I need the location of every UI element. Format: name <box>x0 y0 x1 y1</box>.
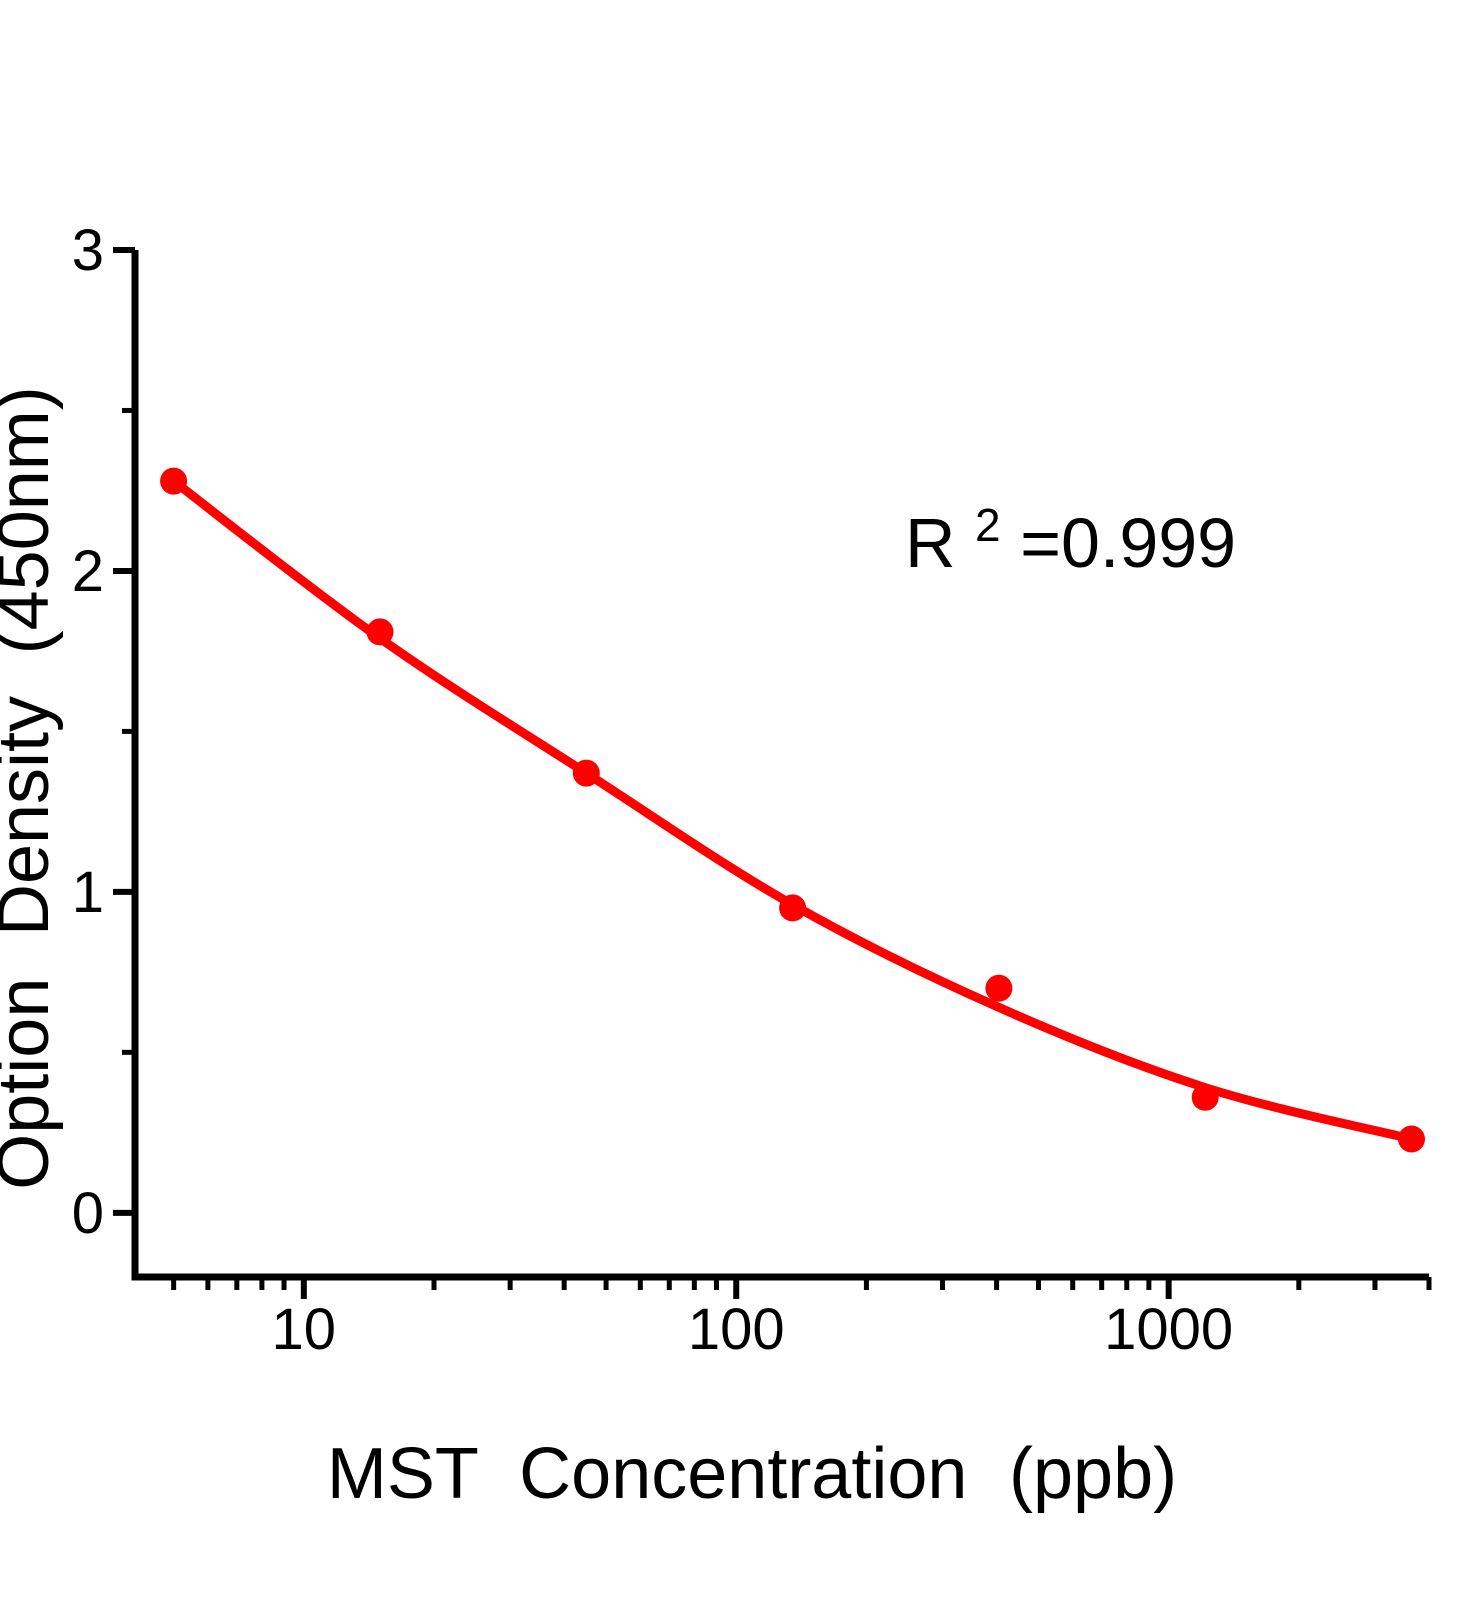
r-squared-base: R <box>905 504 956 582</box>
data-point <box>779 894 807 922</box>
data-point <box>1191 1083 1219 1111</box>
x-tick-label: 10 <box>272 1297 337 1362</box>
x-tick-label: 100 <box>688 1297 785 1362</box>
data-point <box>160 467 188 495</box>
y-tick-label: 1 <box>72 860 104 925</box>
data-point <box>1398 1125 1425 1153</box>
x-axis-title: MST Concentration (ppb) <box>327 1434 1177 1514</box>
data-point <box>572 759 600 787</box>
y-tick-label: 2 <box>72 539 104 604</box>
r-squared-value: =0.999 <box>1020 504 1236 582</box>
data-point <box>366 618 394 646</box>
r-squared-annotation: R 2 =0.999 <box>905 478 1236 582</box>
y-axis-title: Option Density (450nm) <box>0 386 64 1190</box>
x-tick-label: 1000 <box>1104 1297 1233 1362</box>
y-tick-label: 0 <box>72 1181 104 1246</box>
data-point <box>985 974 1013 1002</box>
r-squared-superscript: 2 <box>975 499 1001 551</box>
y-tick-label: 3 <box>72 218 104 283</box>
